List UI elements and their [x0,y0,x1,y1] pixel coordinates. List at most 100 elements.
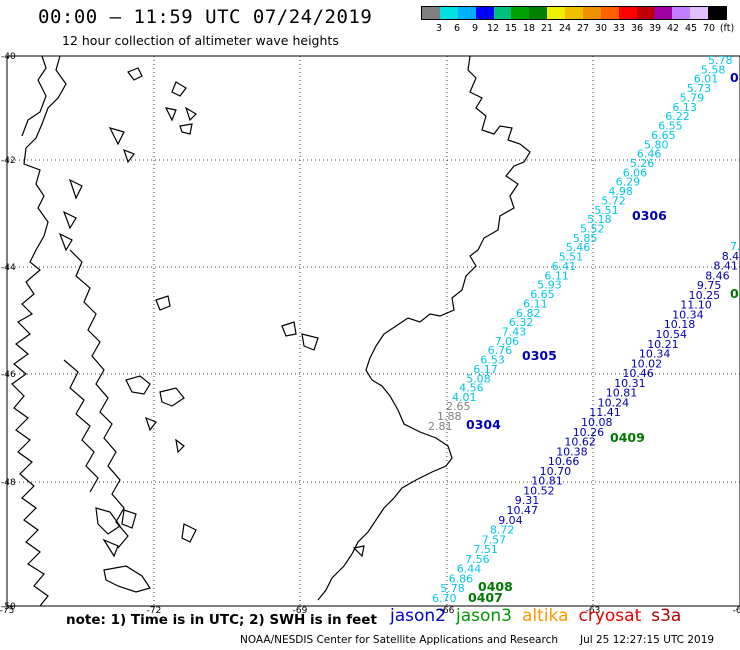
map-frame [6,55,740,607]
colorbar-label: 6 [453,23,461,34]
lon-label: -60 [733,606,740,616]
wave-height-label: 4.98 [608,185,633,198]
colorbar-label: 27 [576,23,590,34]
wave-height-label: 5.73 [687,82,712,95]
colorbar-label: 24 [558,23,572,34]
wave-height-label: 8.72 [490,524,515,537]
wave-height-label: 10.54 [656,328,688,341]
wave-height-label: 9.04 [498,514,523,527]
colorbar-swatch [636,7,655,19]
coastline [11,55,531,607]
wave-height-label: 5.78 [708,54,733,67]
lat-label: -50 [1,602,16,612]
wave-height-label: 6.44 [457,563,482,576]
wave-height-label: 6.41 [552,260,577,273]
lat-label: -44 [1,263,16,273]
wave-height-label: 5.58 [701,63,726,76]
colorbar-swatch [493,7,512,19]
colorbar-swatch [457,7,476,19]
wave-height-label: 10.21 [647,338,679,351]
wave-height-label: 5.85 [573,232,598,245]
wave-height-label: 10.34 [639,348,671,361]
satellite-legend: jason2 jason3 altika cryosat s3a [390,606,691,626]
wave-height-label: 6.06 [623,166,648,179]
wave-height-label: 6.29 [616,176,641,189]
colorbar-swatch [708,7,726,19]
wave-height-label: 10.08 [581,416,613,429]
colorbar-swatch [690,7,708,19]
map-title: 00:00 – 11:59 UTC 07/24/2019 [38,6,373,28]
wave-height-colorbar [421,6,727,20]
colorbar-swatch [672,7,691,19]
footnote: note: 1) Time is in UTC; 2) SWH is in fe… [66,612,377,628]
wave-height-label: 10.25 [689,289,721,302]
lat-label: -40 [1,52,16,62]
wave-height-label: 10.81 [606,387,638,400]
colorbar-label: (ft) [719,23,735,34]
legend-jason3: jason3 [456,606,512,626]
pass-label-0407: 0407 [468,590,503,605]
wave-height-label: 8.41 [713,260,738,273]
wave-height-label: 6.11 [544,269,569,282]
wave-height-label: 7.06 [495,335,520,348]
wave-height-label: 6.55 [658,120,683,133]
legend-altika: altika [522,606,569,626]
lon-label: -69 [293,606,308,616]
wave-height-label: 10.18 [664,318,696,331]
colorbar-swatch [422,7,440,19]
wave-height-label: 9.75 [697,279,722,292]
colorbar-swatch [439,7,458,19]
wave-height-label: 6.65 [530,288,555,301]
wave-height-label: 10.47 [507,504,539,517]
wave-height-label: 7.57 [482,533,507,546]
colorbar-swatch [600,7,619,19]
wave-height-label: 6.11 [523,297,548,310]
wave-height-label: 5.26 [630,157,655,170]
wave-height-label: 11.10 [680,299,712,312]
wave-height-label: 10.81 [531,475,563,488]
wave-height-label: 6.46 [637,148,662,161]
wave-height-label: 6.13 [672,101,697,114]
wave-height-label: 7.56 [465,553,490,566]
wave-height-label: 6.82 [516,307,541,320]
wave-height-label: 7.51 [473,543,498,556]
wave-height-label: 5.79 [680,91,705,104]
credit-line: NOAA/NESDIS Center for Satellite Applica… [240,634,558,646]
wave-height-label: 7. [730,240,740,253]
colorbar-label: 42 [666,23,680,34]
colorbar-label: 39 [648,23,662,34]
wave-height-label: 9.31 [515,494,540,507]
wave-height-label: 5.18 [587,213,612,226]
wave-height-label: 11.41 [589,406,621,419]
pass-label-0306: 0306 [632,208,667,223]
wave-height-label: 5.08 [466,372,491,385]
colorbar-label: 33 [612,23,626,34]
colorbar-label: 21 [540,23,554,34]
wave-height-label: 6.32 [509,316,534,329]
wave-height-label: 6.22 [665,110,690,123]
wave-height-label: 6.86 [449,572,474,585]
colorbar-label: 30 [594,23,608,34]
pass-label-03-edge: 03 [730,70,740,85]
wave-height-label: 10.38 [556,445,588,458]
latitude-labels: -40 -42 -44 -46 -48 -50 [1,52,16,612]
wave-height-label: 6.53 [480,354,505,367]
wave-height-label: 10.26 [573,426,605,439]
wave-height-label: 6.70 [432,592,457,605]
longitude-labels: -75 -72 -69 -66 -63 -60 [0,606,740,616]
wave-height-label: 5.93 [537,279,562,292]
wave-height-label: 5.78 [440,582,465,595]
wave-height-label: 10.02 [631,357,663,370]
wave-height-label: 5.72 [601,194,626,207]
colorbar-label: 18 [522,23,536,34]
lon-label: -66 [440,606,455,616]
colorbar-swatch [529,7,548,19]
wave-height-label: 10.52 [523,484,555,497]
colorbar-swatch [511,7,530,19]
wave-height-label: 6.01 [694,73,719,86]
colorbar-swatch [547,7,565,19]
colorbar-swatch [475,7,494,19]
track-0304: 2.651.882.81 [428,400,471,433]
legend-cryosat: cryosat [578,606,642,626]
